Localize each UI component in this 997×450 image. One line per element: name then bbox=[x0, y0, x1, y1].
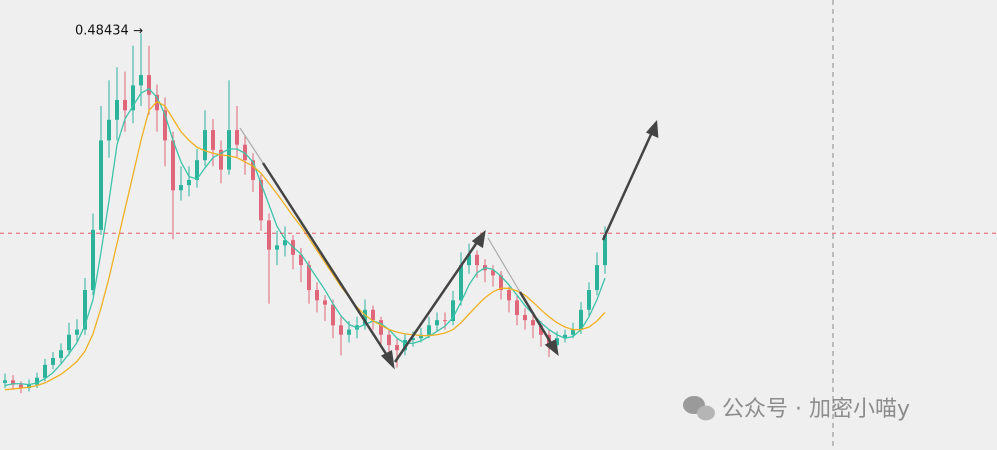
candle-body bbox=[251, 160, 255, 180]
candle-body bbox=[539, 325, 543, 335]
candle-body bbox=[219, 149, 223, 170]
candle-body bbox=[139, 75, 143, 86]
candle-body bbox=[11, 380, 15, 385]
candle-body bbox=[115, 99, 119, 120]
candle-body bbox=[299, 254, 303, 266]
arrow-head bbox=[544, 339, 559, 357]
candle-body bbox=[579, 309, 583, 330]
candle-body bbox=[395, 345, 399, 351]
candle-body bbox=[379, 320, 383, 335]
arrow bbox=[393, 237, 482, 363]
candle-body bbox=[403, 339, 407, 351]
candle-body bbox=[555, 338, 559, 346]
candle-body bbox=[275, 245, 279, 250]
candle-body bbox=[499, 275, 503, 291]
icon-bubble bbox=[697, 405, 715, 421]
arrow bbox=[601, 129, 655, 241]
candle-body bbox=[595, 265, 599, 291]
candle-body bbox=[187, 179, 191, 186]
candle-body bbox=[363, 309, 367, 326]
candle-body bbox=[587, 290, 591, 310]
candle-body bbox=[427, 325, 431, 335]
candle-body bbox=[227, 130, 231, 170]
candle-body bbox=[123, 99, 127, 111]
candle-body bbox=[411, 338, 415, 340]
candle-body bbox=[307, 265, 311, 291]
candle-body bbox=[27, 384, 31, 389]
arrow bbox=[487, 237, 521, 293]
candle-body bbox=[75, 329, 79, 335]
candle-body bbox=[451, 300, 455, 321]
candle-body bbox=[163, 110, 167, 141]
candle-body bbox=[347, 329, 351, 335]
candle-body bbox=[435, 320, 439, 326]
candle-body bbox=[515, 300, 519, 315]
candle-body bbox=[259, 179, 263, 221]
arrow bbox=[518, 291, 556, 349]
candle-body bbox=[107, 119, 111, 141]
candle-body bbox=[99, 140, 103, 230]
candle-body bbox=[387, 334, 391, 346]
candle-body bbox=[323, 300, 327, 305]
candle-body bbox=[243, 144, 247, 161]
arrow-head bbox=[471, 230, 486, 249]
peak-arrow: → bbox=[133, 24, 143, 38]
candle-body bbox=[523, 314, 527, 321]
candle-body bbox=[43, 364, 47, 378]
candle-body bbox=[283, 240, 287, 246]
candle-body bbox=[443, 320, 447, 322]
candle-body bbox=[267, 220, 271, 250]
candle-body bbox=[67, 334, 71, 351]
arrow-head bbox=[645, 119, 659, 138]
candle-body bbox=[35, 377, 39, 385]
candle-body bbox=[19, 384, 23, 389]
candle-body bbox=[563, 334, 567, 339]
plot bbox=[0, 33, 997, 394]
candle-body bbox=[147, 75, 151, 95]
candle-body bbox=[171, 140, 175, 191]
candle-body bbox=[131, 85, 135, 111]
moving-average bbox=[4, 100, 606, 391]
annotation-arrows bbox=[239, 119, 659, 370]
candle-body bbox=[51, 357, 55, 365]
candle-body bbox=[195, 160, 199, 180]
candle-body bbox=[91, 229, 95, 291]
candle-body bbox=[179, 185, 183, 191]
watermark: 公众号 · 加密小喵y bbox=[722, 397, 910, 422]
arrow-head bbox=[380, 350, 395, 370]
candle-body bbox=[59, 350, 63, 358]
candle-body bbox=[507, 290, 511, 301]
watermark-icon bbox=[683, 396, 715, 421]
moving-average bbox=[4, 87, 606, 387]
candle-body bbox=[339, 325, 343, 335]
candle-body bbox=[3, 380, 7, 383]
candle-body bbox=[475, 254, 479, 266]
candle-body bbox=[371, 309, 375, 321]
arrow bbox=[239, 127, 264, 164]
candle-body bbox=[467, 254, 471, 266]
candle-body bbox=[491, 270, 495, 276]
candle-body bbox=[235, 130, 239, 145]
arrow bbox=[261, 162, 392, 361]
candle-body bbox=[531, 320, 535, 326]
candle-body bbox=[459, 265, 463, 301]
candle-body bbox=[83, 290, 87, 330]
candle-body bbox=[571, 329, 575, 335]
candle-body bbox=[211, 130, 215, 150]
candle-body bbox=[419, 334, 423, 339]
candle-body bbox=[315, 290, 319, 301]
peak-label: 0.48434 bbox=[75, 24, 129, 39]
candle-body bbox=[203, 130, 207, 161]
candle-body bbox=[331, 304, 335, 326]
candle-body bbox=[603, 235, 607, 266]
